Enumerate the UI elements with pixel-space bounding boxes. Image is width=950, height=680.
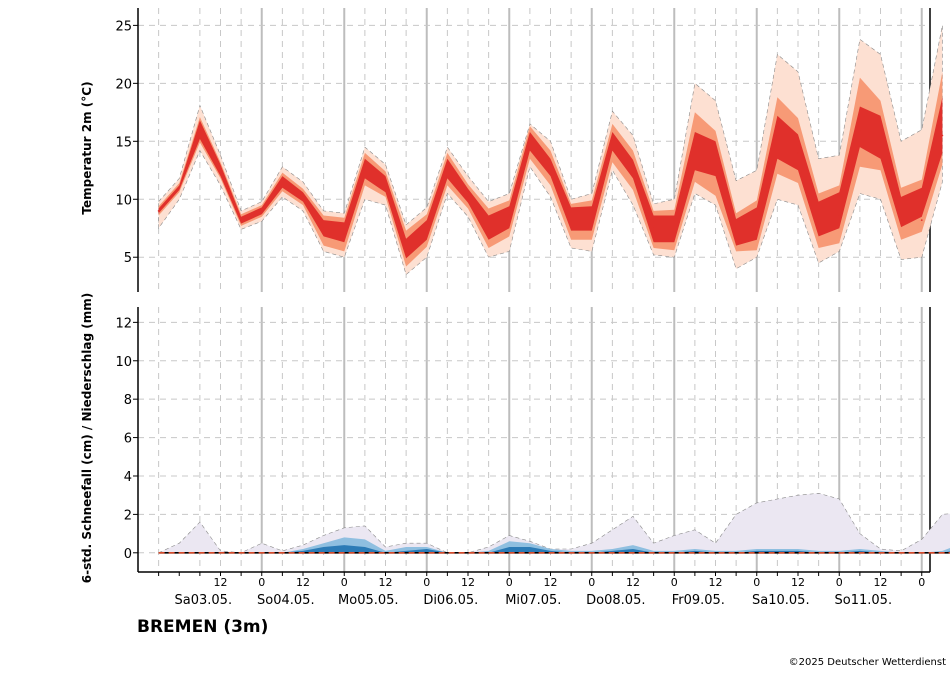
temp-median-point <box>570 215 573 218</box>
x-hour-label: 0 <box>341 576 348 589</box>
temp-median-point <box>219 169 222 172</box>
temp-median-point <box>384 184 387 187</box>
temp-median-point <box>198 128 201 131</box>
x-hour-label: 0 <box>423 576 430 589</box>
x-day-label: Di06.05. <box>423 593 478 608</box>
temp-outer-outline <box>158 25 943 276</box>
temp-median-point <box>590 219 593 222</box>
temp-median-point <box>879 146 882 149</box>
x-hour-label: 12 <box>709 576 723 589</box>
temp-median-point <box>858 128 861 131</box>
temp-ytick-label: 25 <box>115 19 132 34</box>
x-hour-label: 0 <box>918 576 925 589</box>
precip-ytick-label: 2 <box>124 508 132 523</box>
copyright-text: ©2025 Deutscher Wetterdienst <box>788 657 946 668</box>
temp-median-point <box>714 163 717 166</box>
x-hour-label: 0 <box>506 576 513 589</box>
temp-median-point <box>838 214 841 217</box>
x-hour-label: 12 <box>791 576 805 589</box>
x-day-label: Do08.05. <box>586 593 645 608</box>
precip-low-area <box>158 545 950 553</box>
temp-median-point <box>817 215 820 218</box>
x-hour-label: 12 <box>874 576 888 589</box>
x-day-label: Fr09.05. <box>672 593 725 608</box>
temp-median-point <box>487 227 490 230</box>
temp-median-point <box>611 140 614 143</box>
temp-ytick-label: 15 <box>115 135 132 150</box>
temp-ytick-label: 10 <box>115 193 132 208</box>
temp-median-point <box>302 196 304 198</box>
temp-median-point <box>343 233 346 235</box>
temp-median-point <box>528 140 531 143</box>
station-title: BREMEN (3m) <box>137 617 269 637</box>
temp-median-point <box>322 227 325 230</box>
precip-ytick-label: 4 <box>124 470 132 485</box>
temp-median-point <box>549 169 552 172</box>
x-hour-label: 12 <box>544 576 558 589</box>
temp-median-point <box>446 169 449 172</box>
temp-ytick-label: 20 <box>115 77 132 92</box>
precipitation-ylabel: 6-std. Schneefall (cm) / Niederschlag (m… <box>80 293 94 583</box>
x-hour-label: 0 <box>258 576 265 589</box>
temp-median-point <box>240 219 243 222</box>
x-day-label: Mi07.05. <box>505 593 561 608</box>
x-hour-label: 12 <box>296 576 310 589</box>
temp-median-point <box>673 219 676 222</box>
temp-median-point <box>467 196 469 198</box>
temp-median-point <box>178 186 181 189</box>
temp-median-point <box>900 215 903 218</box>
temp-median-point <box>755 219 758 222</box>
x-hour-label: 12 <box>626 576 640 589</box>
temp-median-point <box>157 209 160 212</box>
precip-ytick-label: 10 <box>115 355 132 370</box>
temp-median-point <box>508 214 511 217</box>
temp-median-point <box>260 209 263 212</box>
temp-median-point <box>941 134 944 137</box>
x-hour-label: 0 <box>836 576 843 589</box>
temp-inner-band <box>158 97 943 259</box>
precipitation-panel: 0 2 4 6 8 10 12 <box>115 307 950 572</box>
x-day-label: Mo05.05. <box>338 593 399 608</box>
temp-median-point <box>693 146 696 149</box>
x-hour-label: 12 <box>461 576 475 589</box>
x-axis: 12 0 12 0 12 0 12 0 12 0 12 0 12 0 12 0 12 0 Sa03.05. So04.… <box>138 571 930 608</box>
temp-median-point <box>281 178 284 181</box>
x-hour-label: 12 <box>379 576 393 589</box>
x-hour-label: 12 <box>214 576 228 589</box>
temp-median-point <box>920 219 923 222</box>
temperature-ylabel: Temperatur 2m (°C) <box>80 81 94 214</box>
x-hour-label: 0 <box>671 576 678 589</box>
temp-median-point <box>425 230 428 233</box>
x-day-label: Sa03.05. <box>175 593 233 608</box>
x-day-label: Sa10.05. <box>752 593 810 608</box>
temperature-panel: 5 10 15 20 25 <box>115 8 944 292</box>
temp-median-point <box>363 169 366 172</box>
temp-median-point <box>735 227 738 230</box>
precip-ytick-label: 6 <box>124 432 132 447</box>
temp-median-point <box>632 169 634 172</box>
precip-ytick-label: 12 <box>115 316 132 331</box>
precip-max-area <box>158 493 950 553</box>
temp-median-point <box>652 227 655 230</box>
precip-ytick-label: 0 <box>124 547 132 562</box>
x-day-label: So11.05. <box>835 593 893 608</box>
x-hour-label: 0 <box>753 576 760 589</box>
x-hour-label: 0 <box>588 576 595 589</box>
temp-ytick-label: 5 <box>124 251 132 266</box>
temp-median-point <box>776 134 779 137</box>
x-day-label: So04.05. <box>257 593 315 608</box>
precip-ytick-label: 8 <box>124 393 132 408</box>
temp-median-point <box>405 249 408 252</box>
temp-median-point <box>797 151 799 154</box>
